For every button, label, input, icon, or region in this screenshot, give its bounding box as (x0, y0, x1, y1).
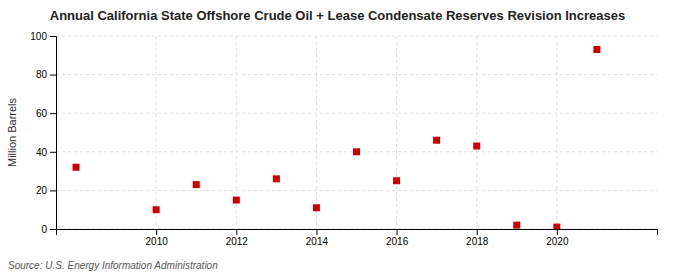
tick-mark (50, 113, 56, 114)
chart-container: Annual California State Offshore Crude O… (0, 0, 675, 275)
tick: 40 (36, 147, 56, 158)
marks (73, 46, 601, 229)
tick-mark (50, 36, 56, 37)
point (473, 143, 480, 150)
point (153, 206, 160, 213)
tick-mark (50, 75, 56, 76)
grid-line (56, 113, 657, 114)
tick-label: 2018 (466, 236, 489, 247)
tick-mark (50, 152, 56, 153)
grid-line (556, 36, 557, 229)
grid-line (56, 74, 657, 75)
grid-line (396, 36, 397, 229)
tick: 20 (36, 185, 56, 196)
tick: 60 (36, 108, 56, 119)
point (393, 177, 400, 184)
grid (56, 36, 657, 229)
point (73, 164, 80, 171)
tick-label: 0 (41, 224, 47, 235)
point (553, 224, 560, 229)
tick: 0 (41, 224, 56, 235)
axis-line (57, 230, 658, 236)
tick-mark (477, 229, 478, 235)
tick-label: 20 (36, 185, 48, 196)
tick-label: 2020 (546, 236, 569, 247)
y-axis-label: Million Barrels (6, 97, 18, 167)
tick: 2016 (386, 229, 409, 247)
tick-mark (316, 229, 317, 235)
grid-line (316, 36, 317, 229)
tick: 100 (30, 31, 56, 42)
chart: Annual California State Offshore Crude O… (0, 0, 675, 275)
tick-label: 100 (30, 31, 47, 42)
tick-label: 2012 (226, 236, 249, 247)
plot-area: 2010 2012 2014 2016 2018 2020 0 20 40 60 80 100 Mill… (6, 31, 658, 247)
point (353, 148, 360, 155)
grid-line (56, 36, 657, 37)
tick-mark (557, 229, 558, 235)
tick: 2010 (146, 229, 169, 247)
y-axis: 0 20 40 60 80 100 (30, 31, 56, 235)
tick-label: 2016 (386, 236, 409, 247)
point (313, 204, 320, 211)
tick-label: 80 (36, 69, 48, 80)
tick-label: 60 (36, 108, 48, 119)
tick-label: 40 (36, 147, 48, 158)
tick: 2014 (306, 229, 329, 247)
grid-line (156, 36, 157, 229)
grid-line (56, 190, 657, 191)
tick-mark (156, 229, 157, 235)
tick-mark (236, 229, 237, 235)
annotation: Source: U.S. Energy Information Administ… (8, 260, 218, 271)
point (273, 175, 280, 182)
point (193, 181, 200, 188)
axis-line (50, 37, 57, 230)
point (433, 137, 440, 144)
point (233, 197, 240, 204)
tick: 80 (36, 69, 56, 80)
tick-mark (50, 190, 56, 191)
tick-mark (50, 229, 56, 230)
point (593, 46, 600, 53)
title: Annual California State Offshore Crude O… (50, 8, 625, 23)
tick: 2018 (466, 229, 489, 247)
tick-label: 2014 (306, 236, 329, 247)
tick: 2020 (546, 229, 569, 247)
tick-mark (397, 229, 398, 235)
tick-label: 2010 (146, 236, 169, 247)
x-axis: 2010 2012 2014 2016 2018 2020 (57, 229, 658, 247)
point (513, 222, 520, 229)
tick: 2012 (226, 229, 249, 247)
grid-line (476, 36, 477, 229)
